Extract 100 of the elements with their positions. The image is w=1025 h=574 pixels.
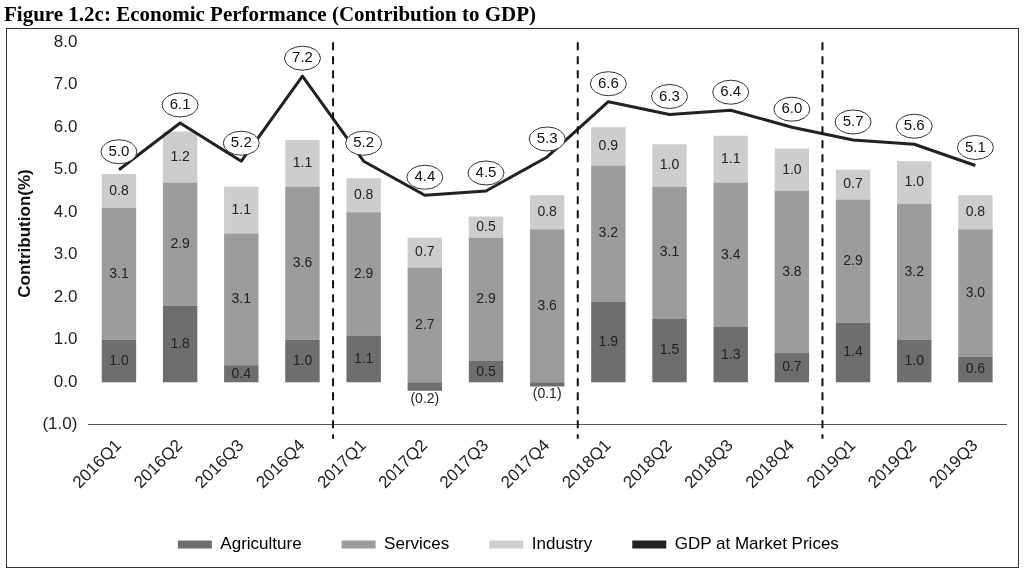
data-label: 1.0: [659, 156, 680, 173]
data-label: 2.9: [170, 234, 191, 251]
data-label: 1.9: [598, 332, 619, 349]
data-label: 1.5: [659, 341, 680, 358]
data-label: 5.7: [842, 112, 864, 130]
data-label: 0.7: [782, 358, 802, 375]
y-tick-label: 0.0: [53, 371, 78, 391]
data-label: 6.1: [169, 95, 191, 113]
y-tick-label: 8.0: [53, 31, 78, 51]
data-label: 1.0: [782, 160, 802, 177]
data-label: 6.6: [597, 73, 619, 91]
data-label: 4.4: [414, 167, 436, 185]
data-label: 0.8: [353, 186, 374, 203]
data-label: 1.1: [720, 149, 741, 166]
bar: [713, 182, 748, 328]
data-label: 1.0: [904, 173, 925, 190]
bar: [897, 339, 932, 383]
data-label: 1.0: [109, 351, 129, 368]
data-label: 0.8: [537, 203, 558, 220]
bar: [162, 305, 198, 383]
data-label: 1.3: [720, 345, 741, 362]
y-tick-label: 7.0: [53, 74, 78, 94]
bar: [652, 318, 687, 383]
bar: [407, 237, 443, 268]
bar: [162, 131, 198, 183]
bar: [591, 301, 626, 383]
data-label: 3.8: [782, 262, 802, 279]
bar: [285, 139, 320, 187]
legend-label: Services: [384, 534, 450, 554]
y-tick-label: 5.0: [53, 159, 78, 179]
bar: [591, 127, 626, 166]
data-label: 0.6: [965, 360, 986, 377]
bar: [224, 186, 259, 234]
data-label: 5.2: [353, 133, 375, 151]
data-label: 1.1: [231, 200, 252, 217]
chart-title: Figure 1.2c: Economic Performance (Contribution to GDP): [4, 2, 538, 28]
data-label: 1.1: [353, 349, 374, 366]
legend-label: GDP at Market Prices: [674, 534, 839, 554]
bar: [224, 233, 259, 366]
bar: [774, 190, 810, 353]
data-label: 3.1: [231, 290, 252, 307]
bar: [897, 203, 932, 340]
data-label: 6.4: [720, 82, 742, 100]
bar: [652, 186, 687, 319]
y-axis-title: Contribution(%): [14, 169, 34, 298]
data-label: 5.1: [964, 137, 986, 155]
data-label: 1.2: [170, 147, 191, 164]
y-tick-label: (1.0): [42, 414, 78, 434]
data-label: 0.7: [843, 175, 863, 192]
data-label: 0.4: [231, 364, 252, 381]
bar: [468, 237, 504, 362]
data-label: 1.0: [292, 351, 313, 368]
data-label: (0.1): [532, 385, 562, 402]
data-label: 3.4: [720, 245, 741, 262]
data-label: 0.5: [476, 217, 496, 234]
bar: [101, 339, 137, 383]
bar: [407, 382, 443, 391]
data-label: 5.0: [108, 141, 130, 159]
bar: [652, 144, 687, 187]
data-label: 0.8: [965, 203, 986, 220]
bar: [958, 195, 993, 230]
bar: [897, 161, 932, 204]
data-label: 4.5: [475, 163, 497, 181]
data-label: 6.3: [659, 86, 680, 104]
data-label: 0.5: [476, 362, 496, 379]
legend-label: Agriculture: [220, 534, 302, 554]
y-tick-label: 6.0: [53, 116, 78, 136]
data-label: 6.0: [781, 99, 803, 117]
data-label: 3.2: [904, 262, 925, 279]
bar: [591, 165, 626, 302]
data-label: 5.3: [536, 129, 558, 147]
data-label: (0.2): [410, 389, 440, 406]
bar: [529, 229, 565, 383]
legend-label: Industry: [531, 534, 593, 554]
data-label: 2.9: [476, 290, 496, 307]
data-label: 1.4: [843, 343, 863, 360]
data-label: 7.2: [292, 48, 313, 66]
data-label: 2.9: [353, 264, 374, 281]
data-label: 0.8: [109, 181, 129, 198]
data-label: 1.0: [904, 351, 925, 368]
data-label: 3.6: [292, 254, 313, 271]
bar: [835, 199, 871, 323]
bar: [713, 327, 748, 383]
data-label: 3.1: [659, 243, 680, 260]
data-label: 1.1: [292, 154, 313, 171]
bar: [285, 339, 320, 383]
data-label: 5.6: [903, 116, 925, 134]
data-label: 5.2: [230, 133, 252, 151]
bar: [162, 182, 198, 306]
y-tick-label: 3.0: [53, 244, 78, 264]
data-label: 3.1: [109, 264, 129, 281]
bar: [529, 382, 565, 387]
bar: [835, 322, 871, 383]
bar: [958, 229, 993, 357]
bar: [346, 178, 381, 213]
data-label: 3.6: [537, 296, 558, 313]
bar: [346, 335, 381, 383]
data-label: 3.2: [598, 224, 619, 241]
data-label: 0.9: [598, 137, 619, 154]
bar: [774, 148, 810, 191]
